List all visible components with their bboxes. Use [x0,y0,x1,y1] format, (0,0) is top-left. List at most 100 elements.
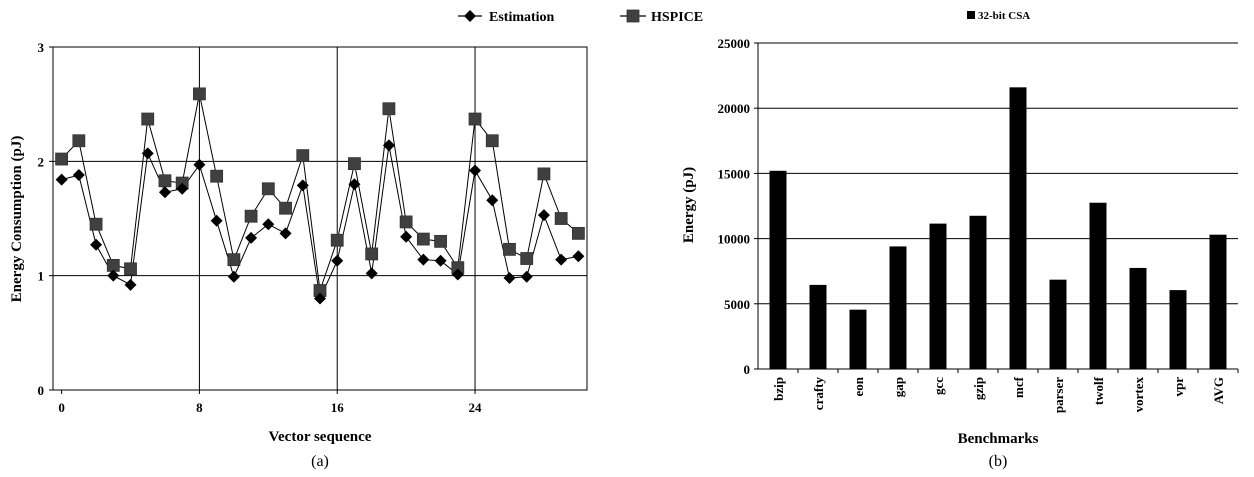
hspice-point [571,226,585,240]
estimation-point [279,227,292,240]
hspice-point [261,182,275,196]
estimation-point [158,186,171,199]
bar-chart-x-tick-label: parser [1051,377,1066,413]
hspice-point [382,102,396,116]
line-chart-y-axis-title: Energy Consumption (pJ) [9,136,25,303]
hspice-point [158,174,172,188]
line-chart-y-ticks: 0 1 2 3 [38,40,53,398]
hspice-point [537,167,551,181]
estimation-point [296,179,309,192]
bar-chart-gridlines [758,42,1238,305]
hspice-point [399,215,413,229]
estimation-point [348,178,361,191]
hspice-point [89,217,103,231]
estimation-point [55,173,68,186]
estimation-point [245,231,258,244]
estimation-point [503,271,516,284]
bar-chart-x-tick-label: bzip [771,377,786,401]
bar-chart-legend: 32-bit CSA [967,10,1030,22]
hspice-point [520,252,534,265]
hspice-point [468,112,482,126]
bar-chart-x-tick-label: AVG [1211,377,1226,404]
estimation-point [210,214,223,227]
estimation-point [451,268,464,281]
estimation-point [400,230,413,243]
bar-avg [1209,234,1227,369]
estimation-point [193,158,206,171]
hspice-point [106,258,120,272]
estimation-point [417,253,430,266]
legend-hspice-label: HSPICE [651,10,703,25]
estimation-point [331,254,344,267]
bar-chart-panel: 32-bit CSA 0 5000 10000 15000 20000 25000 bzi… [681,10,1239,470]
hspice-point [244,209,258,223]
line-chart-panel: Estimation HSPICE 0 1 2 3 0 8 16 24 Vector seq… [9,9,703,470]
estimation-point [537,209,550,222]
estimation-point [469,164,482,177]
line-chart-y-tick-label: 1 [38,269,45,284]
bar-chart-y-axis-title: Energy (pJ) [681,167,697,243]
estimation-point [176,182,189,195]
bar-chart-x-tick-label: vortex [1131,377,1146,413]
legend-32bit-csa-label: 32-bit CSA [978,10,1030,22]
bar-chart-x-tick-label: mcf [1011,376,1026,398]
estimation-point [227,270,240,283]
bar-gap [889,246,907,369]
bar-chart-x-tick-label: twolf [1091,376,1106,405]
hspice-point [227,253,241,267]
estimation-point [486,194,499,207]
bar-chart-y-ticks: 0 5000 10000 15000 20000 25000 [718,36,758,377]
line-chart-series [55,87,585,305]
legend-estimation-label: Estimation [489,10,555,25]
bar-chart-x-tick-label: crafty [811,377,826,411]
bar-chart-x-tick-label: eon [851,376,866,396]
bar-gcc [929,223,947,369]
estimation-point [382,139,395,152]
bar-gzip [969,215,987,369]
line-chart-x-tick-label: 8 [196,400,203,415]
hspice-point [434,234,447,248]
hspice-point [365,247,379,261]
hspice-point [124,262,137,276]
line-chart-x-tick-label: 24 [469,400,483,415]
bar-chart-y-tick-label: 25000 [718,36,751,51]
bar-chart-x-ticks: bzip crafty eon gap gcc gzip mcf parser twolf vor… [771,369,1239,413]
line-chart-x-tick-label: 16 [331,400,345,415]
line-chart-plot-area [52,46,588,391]
hspice-point [210,169,224,183]
line-chart-x-axis-title: Vector sequence [269,429,372,445]
bar-chart-x-tick-label: vpr [1171,377,1186,397]
estimation-point [72,169,85,182]
line-chart-x-ticks: 0 8 16 24 [58,390,482,415]
bar-eon [849,309,867,369]
bar-chart-x-tick-label: gap [891,377,906,397]
hspice-point [141,112,155,126]
bar-chart-y-tick-label: 0 [744,362,751,377]
hspice-point [485,134,499,148]
bar-mcf [1009,87,1027,369]
hspice-point [503,242,516,256]
bar-chart-x-axis-title: Benchmarks [958,431,1039,447]
legend-estimation-marker [464,10,476,22]
line-chart-gridlines [53,46,587,390]
hspice-point [55,152,69,166]
bar-parser [1049,279,1067,369]
bar-chart-x-tick-label: gcc [931,377,946,395]
estimation-point [365,267,378,280]
estimation-point [141,147,154,160]
hspice-point [193,87,206,101]
hspice-point [330,233,344,247]
estimation-point [90,238,103,251]
line-chart-legend: Estimation HSPICE [458,9,703,25]
estimation-point [107,269,120,282]
bar-vortex [1129,267,1147,369]
legend-32bit-csa-swatch [967,11,975,19]
hspice-point [296,149,310,163]
bar-crafty [809,284,827,369]
line-chart-x-tick-label: 0 [58,400,65,415]
bar-chart-y-tick-label: 5000 [724,297,750,312]
estimation-point [314,292,326,305]
estimation-point [262,218,275,231]
estimation-point [520,270,533,283]
